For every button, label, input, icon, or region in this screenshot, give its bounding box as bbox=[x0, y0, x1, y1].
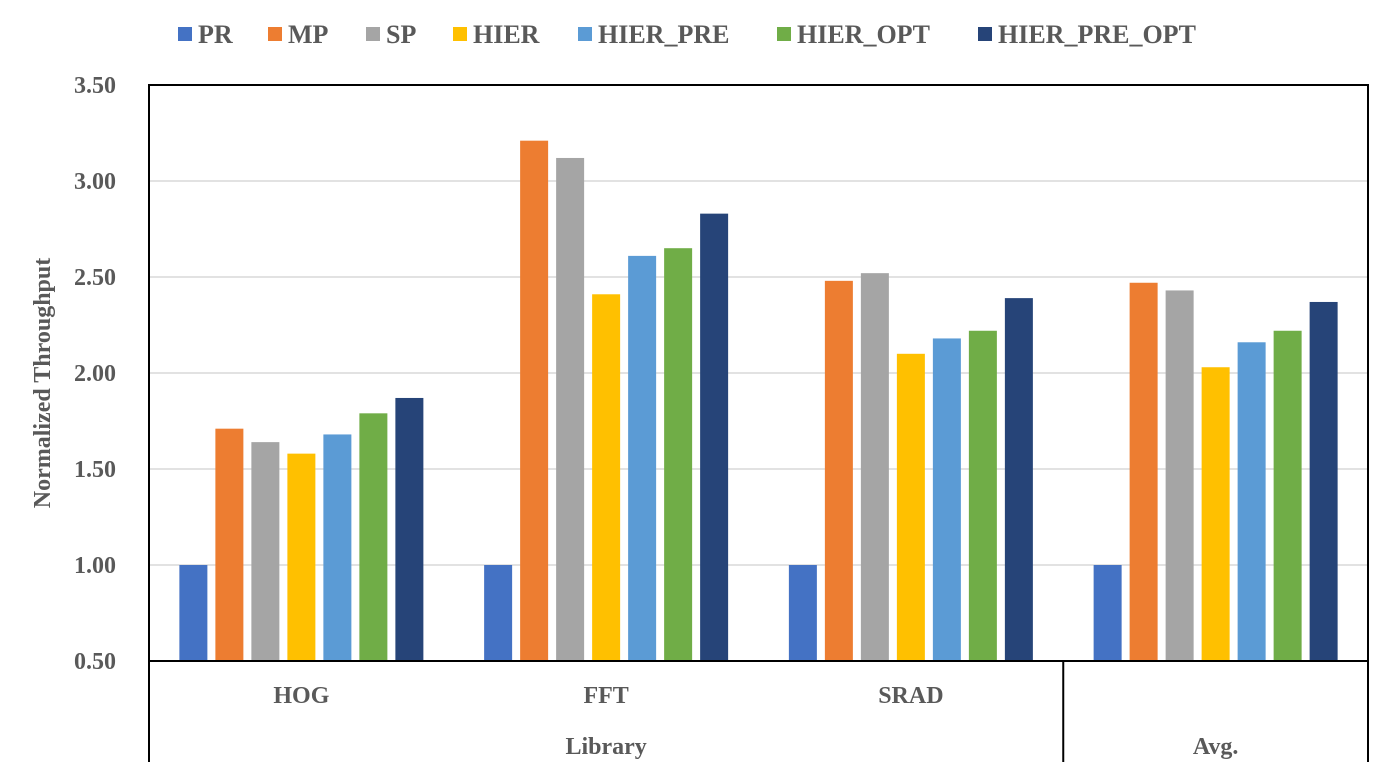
legend-label: HIER_PRE_OPT bbox=[998, 20, 1196, 49]
bar-hier-pre-fft bbox=[628, 255, 657, 661]
x-group-label-avg: Avg. bbox=[1193, 734, 1239, 760]
legend-swatch bbox=[178, 27, 192, 41]
legend-item-sp: SP bbox=[366, 20, 416, 49]
bar-sp-avg bbox=[1165, 290, 1194, 661]
legend-item-hier-pre: HIER_PRE bbox=[578, 20, 729, 49]
bar-sp-fft bbox=[556, 157, 585, 661]
legend-swatch bbox=[453, 27, 467, 41]
bar-sp-hog bbox=[251, 442, 280, 661]
bar-hier-pre-opt-hog bbox=[395, 397, 424, 661]
legend-label: SP bbox=[386, 20, 416, 49]
bar-hier-pre-hog bbox=[323, 434, 352, 661]
x-category-label-hog: HOG bbox=[273, 683, 329, 709]
legend-label: HIER_PRE bbox=[598, 20, 729, 49]
bar-pr-hog bbox=[179, 565, 208, 661]
y-tick-label: 1.50 bbox=[74, 457, 116, 483]
legend-label: PR bbox=[198, 20, 233, 49]
bar-pr-avg bbox=[1093, 565, 1122, 661]
bar-pr-srad bbox=[788, 565, 817, 661]
legend-label: MP bbox=[288, 20, 329, 49]
bar-hier-opt-hog bbox=[359, 413, 388, 661]
legend-item-hier-pre-opt: HIER_PRE_OPT bbox=[978, 20, 1196, 49]
legend-item-pr: PR bbox=[178, 20, 233, 49]
bar-hier-hog bbox=[287, 453, 316, 661]
bar-hier-srad bbox=[896, 353, 925, 661]
y-tick-label: 2.50 bbox=[74, 265, 116, 291]
bar-hier-opt-avg bbox=[1273, 330, 1302, 661]
bar-hier-pre-srad bbox=[932, 338, 961, 661]
bars bbox=[179, 140, 1338, 661]
legend-swatch bbox=[578, 27, 592, 41]
bar-hier-opt-srad bbox=[968, 330, 997, 661]
bar-hier-fft bbox=[592, 294, 621, 661]
x-axis: HOG FFT SRAD Library Avg. bbox=[148, 660, 1369, 762]
y-tick-label: 0.50 bbox=[74, 649, 116, 675]
legend-item-hier: HIER bbox=[453, 20, 540, 49]
bar-hier-pre-avg bbox=[1237, 342, 1266, 661]
bar-sp-srad bbox=[860, 273, 889, 661]
x-group-label-library: Library bbox=[565, 734, 646, 760]
legend-label: HIER bbox=[473, 20, 540, 49]
legend: PR MP SP HIER HIER_PRE HIER_OPT HIER_PRE_OPT bbox=[178, 20, 1196, 49]
legend-swatch bbox=[366, 27, 380, 41]
y-axis-ticks: 0.50 1.00 1.50 2.00 2.50 3.00 3.50 bbox=[74, 73, 116, 675]
bar-mp-fft bbox=[520, 140, 549, 661]
bar-hier-pre-opt-srad bbox=[1004, 298, 1033, 661]
legend-label: HIER_OPT bbox=[797, 20, 930, 49]
x-category-label-fft: FFT bbox=[583, 683, 628, 709]
y-tick-label: 3.00 bbox=[74, 169, 116, 195]
bar-hier-avg bbox=[1201, 367, 1230, 661]
y-tick-label: 1.00 bbox=[74, 553, 116, 579]
legend-swatch bbox=[268, 27, 282, 41]
y-tick-label: 2.00 bbox=[74, 361, 116, 387]
bar-hier-opt-fft bbox=[664, 248, 693, 661]
bar-pr-fft bbox=[484, 565, 513, 661]
gridlines bbox=[149, 180, 1368, 566]
legend-item-mp: MP bbox=[268, 20, 329, 49]
x-category-label-srad: SRAD bbox=[878, 683, 943, 709]
y-tick-label: 3.50 bbox=[74, 73, 116, 99]
bar-mp-hog bbox=[215, 428, 244, 661]
bar-mp-avg bbox=[1129, 282, 1158, 661]
y-axis-title: Normalized Throughput bbox=[30, 258, 56, 509]
legend-swatch bbox=[777, 27, 791, 41]
legend-item-hier-opt: HIER_OPT bbox=[777, 20, 930, 49]
bar-mp-srad bbox=[824, 280, 853, 661]
bar-hier-pre-opt-fft bbox=[700, 213, 729, 661]
bar-hier-pre-opt-avg bbox=[1309, 301, 1338, 661]
legend-swatch bbox=[978, 27, 992, 41]
